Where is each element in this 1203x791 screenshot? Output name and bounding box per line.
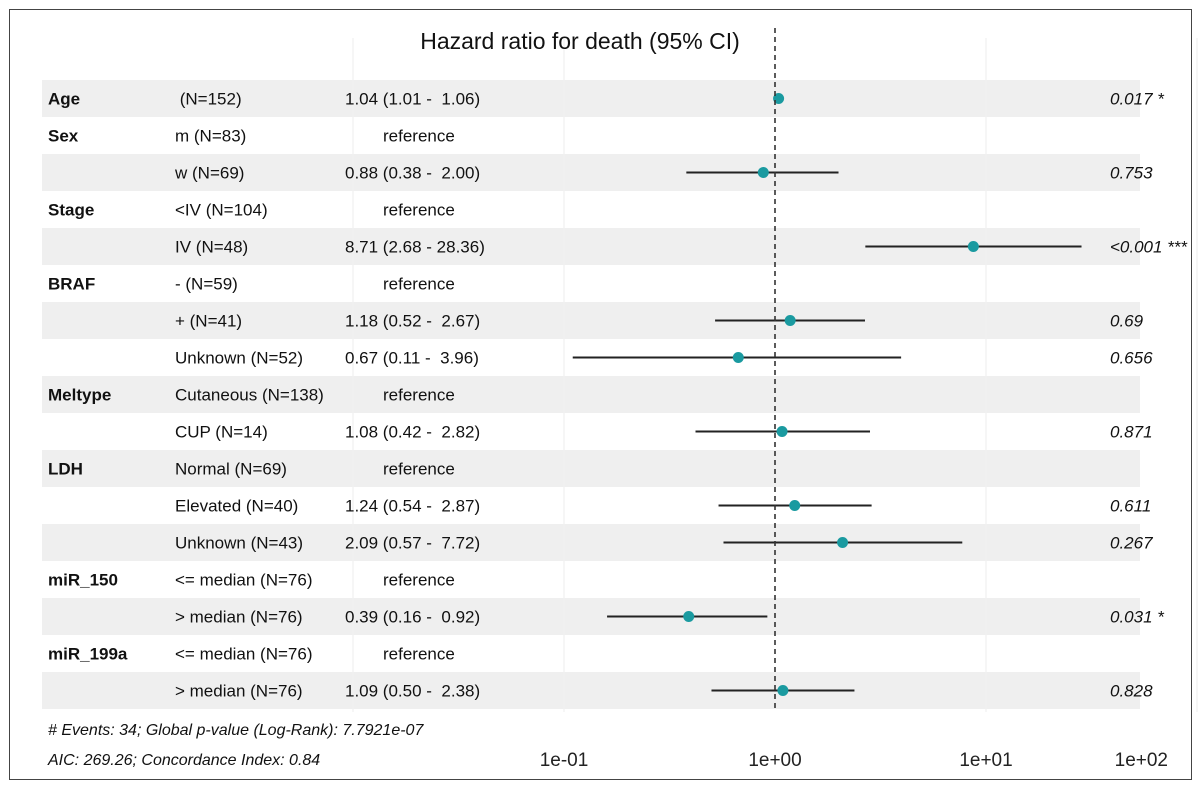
hr-point xyxy=(777,685,789,696)
level-label: w (N=69) xyxy=(174,164,244,183)
p-value-label: 0.656 xyxy=(1110,349,1153,368)
row-stripe xyxy=(42,672,1140,709)
p-value-label: 0.828 xyxy=(1110,682,1153,701)
footnote-events: # Events: 34; Global p-value (Log-Rank):… xyxy=(48,722,424,739)
x-tick-label: 1e+00 xyxy=(748,750,801,771)
hr-point xyxy=(757,167,769,178)
estimate-label: 1.09 (0.50 - 2.38) xyxy=(345,682,480,701)
estimate-label: reference xyxy=(383,645,455,664)
p-value-label: 0.871 xyxy=(1110,423,1153,442)
hr-point xyxy=(683,611,695,622)
estimate-label: reference xyxy=(383,201,455,220)
row-stripe xyxy=(42,450,1140,487)
variable-label: Stage xyxy=(48,201,94,220)
level-label: > median (N=76) xyxy=(175,682,303,701)
estimate-label: reference xyxy=(383,571,455,590)
p-value-label: 0.611 xyxy=(1110,497,1151,516)
chart-title: Hazard ratio for death (95% CI) xyxy=(420,28,740,54)
chart-frame xyxy=(9,9,1192,780)
hazard-ratio-marks xyxy=(572,93,1082,696)
level-label: (N=152) xyxy=(175,90,242,109)
estimate-label: 1.18 (0.52 - 2.67) xyxy=(345,312,480,331)
row-stripe xyxy=(42,376,1140,413)
table-rows: Age (N=152) 1.04 (1.01 - 1.06) 0.017 * Sex m… xyxy=(48,90,1188,701)
level-label: Elevated (N=40) xyxy=(175,497,298,516)
level-label: CUP (N=14) xyxy=(175,423,268,442)
variable-label: Age xyxy=(48,90,80,109)
variable-label: Meltype xyxy=(48,386,111,405)
level-label: Unknown (N=52) xyxy=(175,349,303,368)
x-tick-label: 1e+02 xyxy=(1115,750,1168,771)
hr-point xyxy=(732,352,744,363)
level-label: Normal (N=69) xyxy=(175,460,287,479)
p-value-label: 0.69 xyxy=(1110,312,1144,331)
estimate-label: 8.71 (2.68 - 28.36) xyxy=(345,238,485,257)
level-label: IV (N=48) xyxy=(175,238,248,257)
variable-label: miR_150 xyxy=(48,571,118,590)
variable-label: miR_199a xyxy=(48,645,128,664)
hr-point xyxy=(789,500,801,511)
level-label: m (N=83) xyxy=(175,127,246,146)
level-label: <IV (N=104) xyxy=(175,201,268,220)
hr-point xyxy=(967,241,979,252)
level-label: <= median (N=76) xyxy=(175,571,313,590)
p-value-label: 0.031 * xyxy=(1110,608,1165,627)
level-label: <= median (N=76) xyxy=(175,645,313,664)
estimate-label: reference xyxy=(383,386,455,405)
estimate-label: 1.08 (0.42 - 2.82) xyxy=(345,423,480,442)
x-tick-label: 1e+01 xyxy=(959,750,1012,771)
estimate-label: reference xyxy=(383,275,455,294)
estimate-label: reference xyxy=(383,127,455,146)
variable-label: BRAF xyxy=(48,275,95,294)
p-value-label: 0.267 xyxy=(1110,534,1153,553)
estimate-label: 1.24 (0.54 - 2.87) xyxy=(345,497,480,516)
row-stripe xyxy=(42,80,1140,117)
level-label: Unknown (N=43) xyxy=(175,534,303,553)
level-label: Cutaneous (N=138) xyxy=(175,386,324,405)
p-value-label: 0.753 xyxy=(1110,164,1153,183)
row-stripe xyxy=(42,598,1140,635)
estimate-label: 0.39 (0.16 - 0.92) xyxy=(345,608,480,627)
vertical-gridlines xyxy=(352,38,1198,712)
estimate-label: reference xyxy=(383,460,455,479)
hr-point xyxy=(784,315,796,326)
hr-point xyxy=(773,93,785,104)
x-tick-label: 1e-01 xyxy=(540,750,589,771)
level-label: - (N=59) xyxy=(175,275,238,294)
row-stripe xyxy=(42,154,1140,191)
level-label: + (N=41) xyxy=(175,312,242,331)
hr-point xyxy=(837,537,849,548)
level-label: > median (N=76) xyxy=(175,608,303,627)
estimate-label: 0.88 (0.38 - 2.00) xyxy=(345,164,480,183)
row-stripe xyxy=(42,302,1140,339)
p-value-label: 0.017 * xyxy=(1110,90,1165,109)
estimate-label: 0.67 (0.11 - 3.96) xyxy=(345,349,479,368)
hr-point xyxy=(776,426,788,437)
p-value-label: <0.001 *** xyxy=(1110,238,1188,257)
estimate-label: 1.04 (1.01 - 1.06) xyxy=(345,90,480,109)
x-axis-ticks: 1e-01 1e+00 1e+01 1e+02 xyxy=(540,750,1168,771)
footnote-aic: AIC: 269.26; Concordance Index: 0.84 xyxy=(47,752,320,769)
estimate-label: 2.09 (0.57 - 7.72) xyxy=(345,534,480,553)
variable-label: Sex xyxy=(48,127,79,146)
variable-label: LDH xyxy=(48,460,83,479)
